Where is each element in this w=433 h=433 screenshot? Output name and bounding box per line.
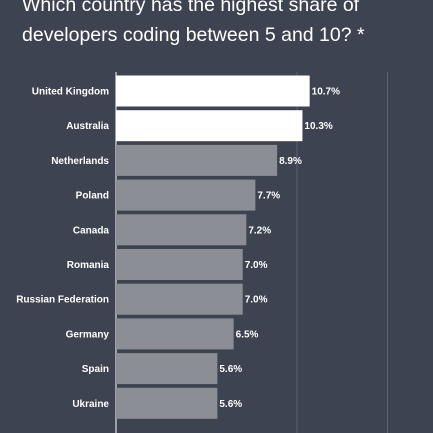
category-label: Ukraine <box>72 399 109 410</box>
bar <box>116 283 243 315</box>
bar <box>116 387 218 419</box>
category-label: Spain <box>82 364 109 375</box>
category-label: Romania <box>67 260 110 271</box>
bar <box>116 144 278 176</box>
value-label: 5.6% <box>219 364 242 375</box>
value-label: 7.7% <box>257 191 280 202</box>
labels: United Kingdom 10.7% Australia 10.3% Netherl… <box>16 87 340 410</box>
category-label: Russian Federation <box>16 295 109 306</box>
category-label: United Kingdom <box>32 87 109 98</box>
bar <box>116 249 243 280</box>
value-label: 7.2% <box>248 225 271 236</box>
category-label: Germany <box>66 329 110 340</box>
chart-title: Which country has the highest share of d… <box>22 0 365 46</box>
value-label: 6.5% <box>236 329 259 340</box>
category-label: Netherlands <box>51 156 109 167</box>
category-label: Poland <box>76 191 109 202</box>
value-label: 8.9% <box>279 156 302 167</box>
bar <box>116 75 310 107</box>
value-label: 7.0% <box>245 295 268 306</box>
bar <box>116 179 256 211</box>
bar <box>116 353 218 385</box>
value-label: 5.6% <box>219 399 242 410</box>
category-label: Australia <box>66 121 109 132</box>
bar <box>116 110 303 142</box>
bar <box>116 214 247 246</box>
bar <box>116 318 234 350</box>
value-label: 10.7% <box>312 87 340 98</box>
category-label: Canada <box>73 225 110 236</box>
value-label: 7.0% <box>245 260 268 271</box>
value-label: 10.3% <box>304 121 332 132</box>
bars <box>116 75 310 419</box>
